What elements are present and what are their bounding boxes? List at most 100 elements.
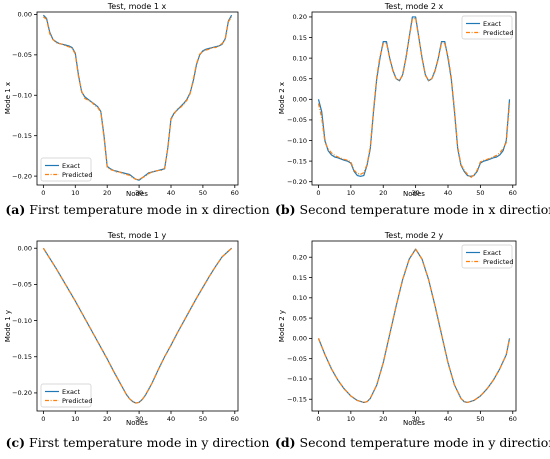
- x-tick-label: 10: [347, 415, 355, 423]
- y-tick-label: −0.05: [12, 51, 32, 59]
- legend-label-predicted: Predicted: [62, 397, 93, 405]
- x-tick-label: 20: [103, 189, 111, 197]
- x-tick-label: 10: [71, 189, 79, 197]
- panel-a: Test, mode 1 x Nodes Mode 1 x 0 10 20 30 40 5…: [0, 0, 275, 229]
- y-tick-label: 0.20: [293, 13, 307, 21]
- x-tick-label: 30: [135, 415, 143, 423]
- series-line-exact: [317, 16, 511, 177]
- series-line-predicted: [317, 248, 511, 404]
- y-tick-label: −0.05: [287, 355, 307, 363]
- plot-frame: [36, 240, 239, 412]
- x-tick-label: 0: [316, 189, 320, 197]
- x-tick-label: 10: [71, 415, 79, 423]
- x-tick-label: 20: [379, 189, 387, 197]
- series-line-exact: [42, 247, 233, 404]
- series-line-exact: [42, 14, 233, 181]
- y-tick-label: −0.10: [287, 137, 307, 145]
- y-tick-label: 0.00: [18, 11, 32, 19]
- chart-mode-2-x: Test, mode 2 x Nodes Mode 2 x 0 10 20 30 40 5…: [278, 2, 517, 198]
- y-tick-label: 0.15: [293, 34, 307, 42]
- caption-text: Second temperature mode in x direction: [295, 202, 550, 217]
- chart-title: Test, mode 1 y: [107, 231, 167, 240]
- legend-box: [461, 244, 513, 269]
- x-tick-label: 50: [199, 189, 207, 197]
- legend-label-predicted: Predicted: [483, 258, 514, 266]
- y-axis-label: Mode 1 y: [4, 310, 12, 342]
- y-tick-label: 0.20: [293, 254, 307, 262]
- y-tick-label: −0.20: [12, 389, 32, 397]
- panel-b: Test, mode 2 x Nodes Mode 2 x 0 10 20 30 40 5…: [275, 0, 550, 229]
- caption-label: (b): [275, 202, 296, 217]
- y-tick-label: −0.10: [287, 375, 307, 383]
- plot-frame: [311, 11, 517, 186]
- series-line-predicted: [43, 16, 233, 180]
- x-tick-label: 30: [411, 189, 419, 197]
- x-tick-label: 50: [476, 189, 484, 197]
- x-axis-label: Nodes: [403, 190, 425, 198]
- legend-box: [40, 157, 92, 182]
- y-tick-label: 0.10: [293, 54, 307, 62]
- legend-label-exact: Exact: [62, 162, 81, 170]
- x-tick-label: 30: [135, 189, 143, 197]
- y-tick-label: −0.05: [287, 116, 307, 124]
- y-tick-label: −0.15: [12, 353, 32, 361]
- y-tick-label: −0.10: [12, 317, 32, 325]
- caption-text: First temperature mode in y direction: [25, 435, 270, 450]
- legend-label-exact: Exact: [62, 388, 81, 396]
- caption-label: (c): [5, 435, 26, 450]
- x-tick-label: 40: [167, 189, 175, 197]
- chart-mode-1-x: Test, mode 1 x Nodes Mode 1 x 0 10 20 30 40 5…: [4, 2, 239, 198]
- caption-a: (a) First temperature mode in x directio…: [0, 202, 275, 217]
- chart-title: Test, mode 1 x: [107, 2, 167, 11]
- series-line-predicted: [42, 247, 233, 404]
- caption-label: (a): [5, 202, 26, 217]
- caption-label: (d): [275, 435, 296, 450]
- x-axis-label: Nodes: [126, 190, 148, 198]
- x-tick-label: 40: [167, 415, 175, 423]
- x-tick-label: 40: [444, 415, 452, 423]
- y-tick-label: 0.00: [293, 96, 307, 104]
- legend-label-exact: Exact: [483, 249, 502, 257]
- legend-box: [40, 383, 92, 408]
- x-tick-label: 10: [347, 189, 355, 197]
- y-axis-label: Mode 2 y: [278, 310, 286, 342]
- panel-c: Test, mode 1 y Nodes Mode 1 y 0 10 20 30 40 5…: [0, 229, 275, 459]
- series-line-predicted: [317, 17, 511, 179]
- x-tick-label: 50: [476, 415, 484, 423]
- legend-label-exact: Exact: [483, 20, 502, 28]
- y-tick-label: 0.00: [18, 245, 32, 253]
- x-tick-label: 0: [41, 189, 45, 197]
- y-tick-label: −0.10: [12, 92, 32, 100]
- series-line-exact: [317, 248, 511, 404]
- y-tick-label: 0.00: [293, 335, 307, 343]
- y-tick-label: −0.20: [287, 178, 307, 186]
- x-tick-label: 30: [411, 415, 419, 423]
- x-tick-label: 20: [379, 415, 387, 423]
- x-tick-label: 0: [41, 415, 45, 423]
- legend-box: [461, 15, 513, 40]
- x-tick-label: 20: [103, 415, 111, 423]
- plot-frame: [36, 11, 239, 186]
- x-tick-label: 50: [199, 415, 207, 423]
- x-tick-label: 40: [444, 189, 452, 197]
- panel-d: Test, mode 2 y Nodes Mode 2 y 0 10 20 30 40 5…: [275, 229, 550, 459]
- caption-d: (d) Second temperature mode in y directi…: [275, 435, 550, 450]
- x-tick-label: 0: [316, 415, 320, 423]
- x-tick-label: 60: [509, 189, 517, 197]
- chart-mode-2-y: Test, mode 2 y Nodes Mode 2 y 0 10 20 30 40 5…: [278, 231, 517, 427]
- caption-text: Second temperature mode in y direction: [295, 435, 550, 450]
- legend-label-predicted: Predicted: [483, 29, 514, 37]
- chart-mode-1-y: Test, mode 1 y Nodes Mode 1 y 0 10 20 30 40 5…: [4, 231, 239, 427]
- y-tick-label: −0.15: [287, 157, 307, 165]
- x-tick-label: 60: [231, 415, 239, 423]
- legend-label-predicted: Predicted: [62, 171, 93, 179]
- plot-frame: [311, 240, 517, 412]
- y-tick-label: −0.20: [12, 172, 32, 180]
- caption-c: (c) First temperature mode in y directio…: [0, 435, 275, 450]
- y-tick-label: 0.05: [293, 314, 307, 322]
- y-tick-label: −0.15: [287, 396, 307, 404]
- caption-text: First temperature mode in x direction: [25, 202, 270, 217]
- y-tick-label: −0.15: [12, 132, 32, 140]
- x-tick-label: 60: [509, 415, 517, 423]
